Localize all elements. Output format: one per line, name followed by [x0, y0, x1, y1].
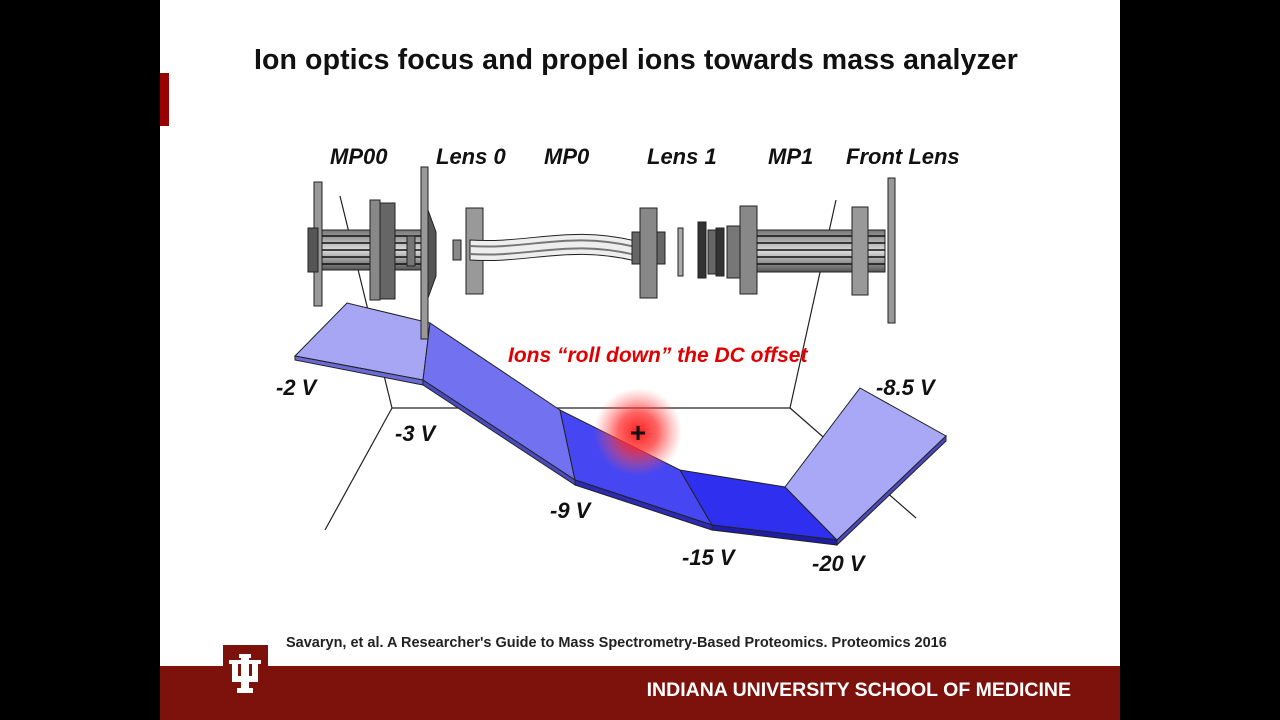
lens1-assembly [677, 221, 725, 279]
mp0-assembly [452, 207, 666, 299]
ion-glow [594, 388, 682, 476]
iu-logo [223, 645, 268, 720]
component-labels: MP00 Lens 0 MP0 Lens 1 MP1 Front Lens [330, 144, 960, 169]
footer-text: INDIANA UNIVERSITY SCHOOL OF MEDICINE [646, 679, 1071, 701]
ion-plus-symbol: + [630, 417, 646, 448]
voltage-front-lens: -8.5 V [876, 375, 937, 400]
roll-down-annotation: Ions “roll down” the DC offset [508, 344, 808, 367]
slide: Ion optics focus and propel ions towards… [160, 0, 1120, 720]
label-front-lens: Front Lens [846, 144, 960, 169]
front-lens-plate [887, 177, 896, 324]
voltage-mp1: -20 V [812, 551, 867, 576]
mp1-assembly [726, 205, 886, 296]
ion-optics-diagram: MP00 Lens 0 MP0 Lens 1 MP1 Front Lens -2… [276, 144, 960, 576]
voltage-mp0: -9 V [550, 498, 593, 523]
label-lens1: Lens 1 [647, 144, 717, 169]
voltage-lens1: -15 V [682, 545, 737, 570]
mp00-assembly [307, 166, 437, 340]
label-lens0: Lens 0 [436, 144, 506, 169]
label-mp1: MP1 [768, 144, 813, 169]
voltage-mp00: -2 V [276, 375, 319, 400]
ion-optics-hardware [307, 166, 896, 340]
footer-bar: INDIANA UNIVERSITY SCHOOL OF MEDICINE [160, 666, 1120, 720]
label-mp00: MP00 [330, 144, 388, 169]
citation: Savaryn, et al. A Researcher's Guide to … [286, 635, 947, 651]
voltage-labels: -2 V -3 V -9 V -15 V -20 V -8.5 V [276, 375, 937, 576]
slide-title: Ion optics focus and propel ions towards… [254, 44, 1018, 76]
voltage-lens0: -3 V [395, 421, 438, 446]
label-mp0: MP0 [544, 144, 590, 169]
accent-bar [160, 73, 169, 126]
iu-trident-icon [229, 654, 261, 693]
